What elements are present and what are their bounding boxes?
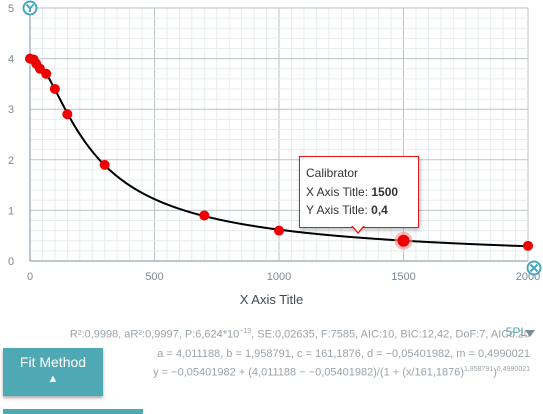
model-label: 5PL xyxy=(505,325,527,339)
tooltip-title: Calibrator xyxy=(306,166,359,180)
y-tick-label: 1 xyxy=(8,205,14,217)
y-axis-icon[interactable] xyxy=(22,0,38,16)
x-tick-label: 500 xyxy=(145,271,163,283)
x-tick-label: 1000 xyxy=(267,271,291,283)
y-tick-label: 3 xyxy=(8,104,14,116)
tooltip-y-row: Y Axis Title: 0,4 xyxy=(306,203,388,217)
fit-method-button[interactable]: Fit Method ▲ xyxy=(3,348,103,396)
x-icon-glyph xyxy=(529,263,539,273)
y-tick-label: 5 xyxy=(8,3,14,15)
y-tick-label: 2 xyxy=(8,155,14,167)
x-axis-title: X Axis Title xyxy=(239,292,304,307)
fit-parameters: a = 4,011188, b = 1,958791, c = 161,1876… xyxy=(157,348,530,360)
point-tooltip: Calibrator X Axis Title: 1500 Y Axis Tit… xyxy=(299,156,419,228)
data-points[interactable] xyxy=(25,53,533,251)
x-tick-label: 1500 xyxy=(391,271,415,283)
tooltip-x-row: X Axis Title: 1500 xyxy=(306,185,399,199)
data-point[interactable] xyxy=(523,240,533,251)
y-tick-label: 4 xyxy=(8,54,14,66)
y-icon-glyph xyxy=(25,3,35,12)
secondary-button-edge[interactable] xyxy=(3,409,143,414)
data-point[interactable] xyxy=(274,225,284,236)
axes xyxy=(29,8,528,262)
data-point[interactable] xyxy=(41,68,52,79)
stats-toggle-icon[interactable] xyxy=(525,330,535,337)
data-point[interactable] xyxy=(62,109,73,120)
x-axis-icon[interactable] xyxy=(526,260,542,276)
y-tick-label: 0 xyxy=(8,256,14,268)
data-point[interactable] xyxy=(199,210,210,221)
grid xyxy=(29,7,529,262)
fit-statistics: R²:0,9998, aR²:0,9997, P:6,624*10−13, SE… xyxy=(69,328,530,341)
data-point[interactable] xyxy=(99,159,110,170)
highlighted-data-point[interactable] xyxy=(397,234,410,247)
fit-method-label: Fit Method xyxy=(19,354,87,370)
fit-equation: y = −0,05401982 + (4,011188 − −0,0540198… xyxy=(153,366,530,379)
chevron-up-icon: ▲ xyxy=(47,373,59,385)
x-tick-label: 0 xyxy=(27,271,33,283)
data-point[interactable] xyxy=(49,83,60,94)
